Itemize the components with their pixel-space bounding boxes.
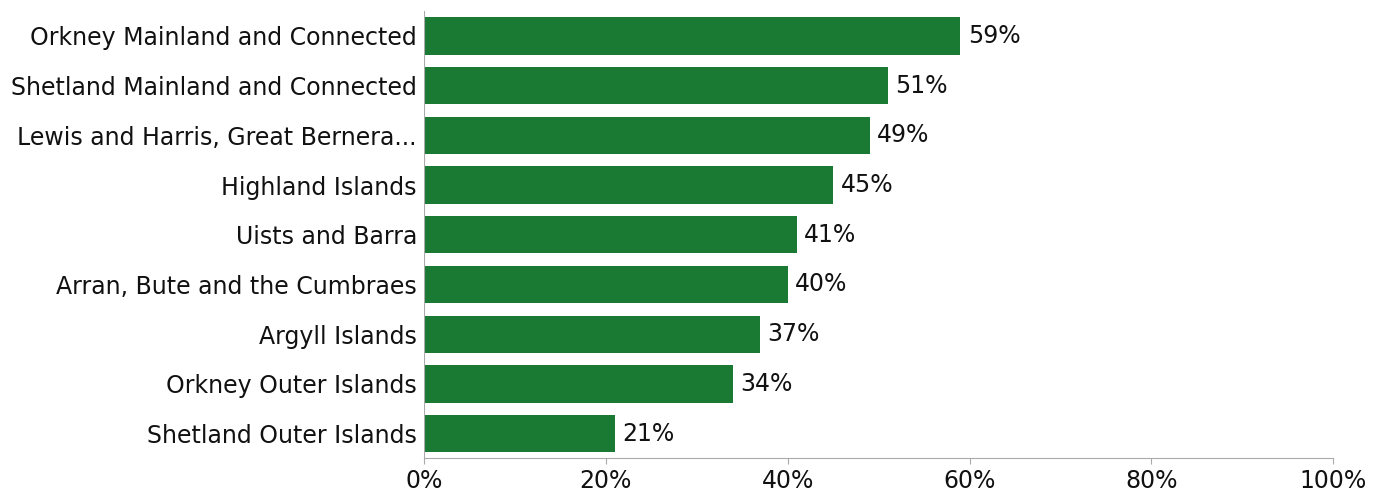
Text: 40%: 40%: [795, 273, 847, 296]
Text: 49%: 49%: [876, 123, 929, 147]
Bar: [424, 216, 796, 254]
Text: 34%: 34%: [740, 372, 792, 396]
Text: 45%: 45%: [841, 173, 893, 197]
Text: 21%: 21%: [621, 422, 674, 446]
Bar: [424, 117, 870, 154]
Bar: [424, 67, 887, 104]
Bar: [424, 365, 733, 403]
Text: 51%: 51%: [894, 74, 948, 98]
Text: 41%: 41%: [803, 223, 856, 247]
Text: 59%: 59%: [967, 24, 1020, 48]
Text: 37%: 37%: [768, 322, 820, 346]
Bar: [424, 166, 834, 204]
Bar: [424, 17, 960, 54]
Bar: [424, 266, 788, 303]
Bar: [424, 316, 761, 353]
Bar: [424, 415, 615, 452]
